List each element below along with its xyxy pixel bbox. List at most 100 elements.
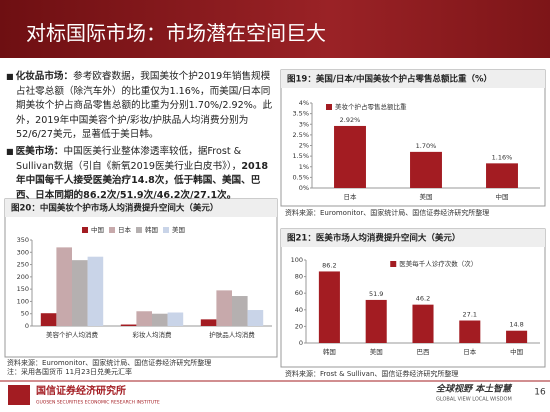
header: 对标国际市场：市场潜在空间巨大	[0, 0, 550, 58]
y-tick-label: 100	[17, 297, 29, 305]
bullet-body: 中国医美行业整体渗透率较低，据Frost & Sullivan数据（引自《新氧2…	[16, 145, 242, 172]
legend-label: 韩国	[145, 225, 158, 234]
x-tick-label: 护肤品人均消费	[209, 330, 255, 339]
page-number: 16	[534, 388, 546, 398]
x-tick-label: 韩国	[323, 347, 336, 356]
source-note: 注：采用各国货币 11月23日兑美元汇率	[7, 367, 132, 376]
bar	[506, 330, 528, 343]
bullet: 化妆品市场：参考欧睿数据，我国美妆个护2019年销售规模占社零总额（除汽车外）的…	[6, 70, 274, 143]
bar	[365, 299, 387, 343]
chart-title: 图19：美国/日本/中国美妆个护占零售总额比重（%）	[287, 74, 492, 85]
bar	[152, 313, 168, 326]
bar	[136, 311, 152, 326]
legend-swatch	[163, 227, 169, 233]
bar	[412, 304, 434, 343]
panel-head	[281, 229, 545, 247]
data-label: 1.16%	[492, 153, 513, 161]
bullet: 医美市场：中国医美行业整体渗透率较低，据Frost & Sullivan数据（引…	[6, 145, 274, 203]
bar	[40, 313, 57, 326]
data-label: 46.2	[416, 295, 430, 303]
bar	[334, 125, 366, 188]
panel-head	[5, 199, 277, 217]
footer-org-en: GUOSEN SECURITIES ECONOMIC RESEARCH INST…	[36, 400, 160, 406]
bar	[410, 151, 442, 188]
y-tick-label: 0	[299, 339, 303, 347]
legend-swatch	[136, 227, 142, 233]
x-tick-label: 中国	[496, 192, 509, 201]
y-tick-label: 100	[291, 256, 303, 264]
y-tick-label: 60	[295, 289, 303, 297]
y-tick-label: 1.5%	[292, 152, 309, 160]
y-tick-label: 1%	[299, 163, 309, 171]
panel-head	[281, 70, 545, 88]
slide-title: 对标国际市场：市场潜在空间巨大	[26, 21, 326, 45]
y-tick-label: 2%	[299, 142, 309, 150]
y-tick-label: 250	[17, 261, 29, 269]
bar	[56, 247, 72, 326]
y-tick-label: 0%	[299, 184, 309, 192]
bullet-label: 化妆品市场：	[15, 71, 74, 82]
y-tick-label: 0.5%	[292, 173, 309, 181]
footer-slogan-en: GLOBAL VIEW LOCAL WISDOM	[436, 397, 512, 403]
legend-label: 中国	[91, 225, 104, 234]
y-tick-label: 40	[295, 306, 303, 314]
legend-swatch	[390, 261, 397, 267]
bar	[120, 324, 137, 326]
x-tick-label: 美容个护人均消费	[46, 330, 99, 339]
footer-org: 国信证券经济研究所	[36, 384, 126, 397]
bar	[200, 319, 217, 326]
legend-swatch	[82, 227, 88, 233]
legend-label: 医美每千人诊疗次数（次）	[399, 259, 477, 268]
x-tick-label: 日本	[344, 192, 358, 201]
x-tick-label: 彩妆人均消费	[133, 330, 173, 339]
data-label: 27.1	[463, 311, 477, 319]
chart-title: 图20：中国美妆个护市场人均消费提升空间大（美元）	[11, 203, 218, 214]
y-tick-label: 2.5%	[292, 131, 309, 139]
bullet-label: 医美市场：	[15, 145, 64, 157]
x-tick-label: 日本	[463, 347, 477, 356]
bullet-body: 参考欧睿数据，我国美妆个护2019年销售规模占社零总额（除汽车外）的比重仅为1.…	[16, 71, 273, 141]
x-tick-label: 中国	[510, 347, 523, 356]
footer-slogan: 全球视野 本土智慧	[436, 384, 513, 395]
data-label: 86.2	[322, 261, 336, 269]
bullet-text: 化妆品市场：参考欧睿数据，我国美妆个护2019年销售规模占社零总额（除汽车外）的…	[6, 70, 274, 205]
y-tick-label: 3.5%	[292, 110, 309, 118]
y-tick-label: 0	[25, 322, 29, 330]
source-note: 资料来源：Frost & Sullivan、国信证券经济研究所整理	[285, 369, 458, 378]
source-note: 资料来源：Euromonitor、国家统计局、国信证券经济研究所整理	[7, 358, 211, 367]
y-tick-label: 50	[21, 310, 29, 318]
y-tick-label: 80	[295, 273, 303, 281]
x-tick-label: 美国	[420, 192, 433, 201]
y-tick-label: 300	[17, 248, 29, 256]
legend-swatch	[326, 104, 332, 110]
x-tick-label: 巴西	[417, 348, 431, 356]
bar	[318, 271, 340, 343]
bar	[167, 312, 184, 326]
legend-label: 美国	[172, 225, 185, 234]
source-note: 资料来源：Euromonitor、国家统计局、国信证券经济研究所整理	[285, 208, 489, 217]
y-tick-label: 4%	[299, 99, 309, 107]
legend-label: 美妆个护占零售总额比重	[335, 102, 407, 111]
data-label: 2.92%	[340, 116, 361, 124]
bar	[232, 296, 248, 326]
chart-title: 图21：医美市场人均消费提升空间大（美元）	[287, 233, 460, 244]
bullet-emphasis: 2018年中国每千人接受医美治疗14.8次，低于韩国、美国、巴西、日本同期的86…	[16, 160, 269, 201]
y-tick-label: 150	[17, 285, 29, 293]
data-label: 51.9	[369, 290, 383, 298]
bar	[459, 320, 481, 343]
y-tick-label: 20	[295, 322, 303, 330]
bar	[247, 310, 264, 326]
logo	[8, 385, 30, 405]
y-tick-label: 200	[17, 273, 29, 281]
bar	[72, 260, 88, 326]
bar	[87, 256, 104, 326]
bar	[486, 163, 518, 188]
data-label: 1.70%	[416, 142, 437, 150]
x-tick-label: 美国	[370, 347, 383, 356]
legend-label: 日本	[118, 225, 132, 234]
y-tick-label: 3%	[299, 120, 309, 128]
y-tick-label: 350	[17, 236, 29, 244]
bar	[216, 290, 232, 326]
